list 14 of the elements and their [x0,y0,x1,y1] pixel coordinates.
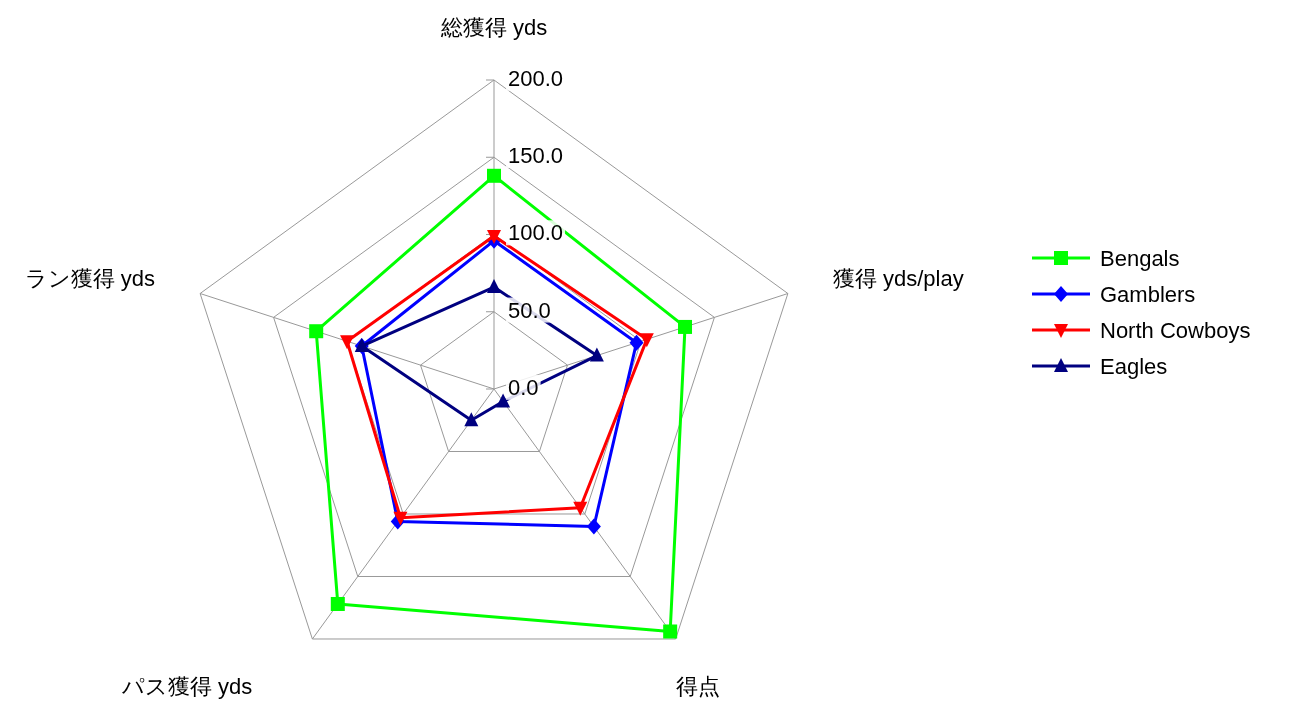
legend-label: Eagles [1100,354,1168,379]
spoke-label: 総獲得 yds [439,15,548,40]
y-tick-label: 200.0 [508,65,564,91]
spoke-label: 得点 [675,673,720,699]
legend-label: Bengals [1100,246,1180,271]
spoke-label: 獲得 yds/play [832,265,964,291]
y-tick-label: 100.0 [508,220,564,246]
y-tick-label: 0.0 [508,374,539,400]
spoke-label: パス獲得 yds [121,673,253,699]
spoke-label: ラン獲得 yds [24,265,156,291]
y-tick-label: 150.0 [508,143,564,169]
y-tick-label: 50.0 [508,297,551,323]
legend-label: North Cowboys [1100,318,1251,343]
legend-label: Gamblers [1100,282,1196,307]
